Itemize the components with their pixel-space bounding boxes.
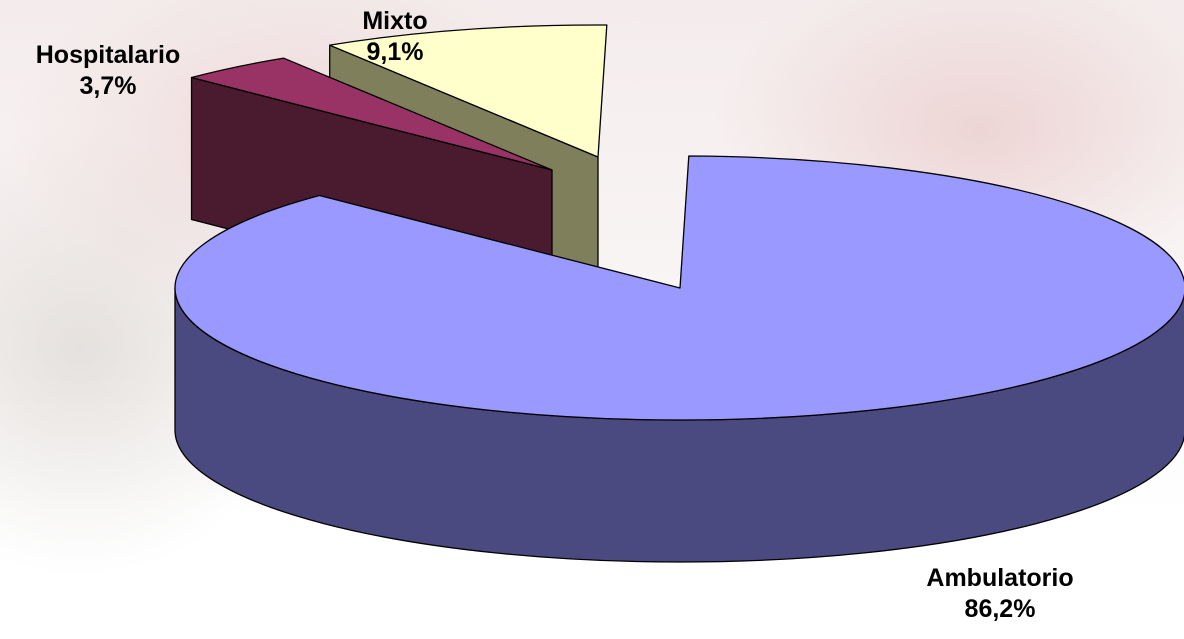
label-mixto-name: Mixto (362, 7, 428, 35)
label-hospitalario-name: Hospitalario (35, 41, 181, 69)
label-mixto-value: 9,1% (366, 38, 424, 66)
slice-mixto (329, 24, 608, 158)
slice-ambulatorio (174, 155, 1184, 421)
label-ambulatorio-name: Ambulatorio (926, 564, 1074, 592)
label-hospitalario: Hospitalario 3,7% (8, 40, 208, 102)
label-hospitalario-value: 3,7% (79, 72, 137, 100)
label-mixto: Mixto 9,1% (330, 6, 460, 68)
label-ambulatorio-value: 86,2% (964, 595, 1036, 623)
label-ambulatorio: Ambulatorio 86,2% (890, 563, 1110, 625)
slice-hospitalario (190, 57, 553, 171)
